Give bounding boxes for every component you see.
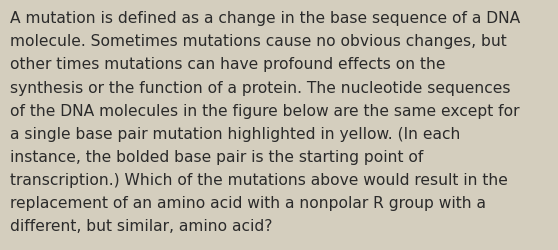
Text: instance, the bolded base pair is the starting point of: instance, the bolded base pair is the st… — [10, 149, 424, 164]
Text: A mutation is defined as a change in the base sequence of a DNA: A mutation is defined as a change in the… — [10, 11, 520, 26]
Text: other times mutations can have profound effects on the: other times mutations can have profound … — [10, 57, 445, 72]
Text: synthesis or the function of a protein. The nucleotide sequences: synthesis or the function of a protein. … — [10, 80, 511, 95]
Text: different, but similar, amino acid?: different, but similar, amino acid? — [10, 218, 272, 233]
Text: replacement of an amino acid with a nonpolar R group with a: replacement of an amino acid with a nonp… — [10, 195, 486, 210]
Text: a single base pair mutation highlighted in yellow. (In each: a single base pair mutation highlighted … — [10, 126, 460, 141]
Text: molecule. Sometimes mutations cause no obvious changes, but: molecule. Sometimes mutations cause no o… — [10, 34, 507, 49]
Text: of the DNA molecules in the figure below are the same except for: of the DNA molecules in the figure below… — [10, 103, 519, 118]
Text: transcription.) Which of the mutations above would result in the: transcription.) Which of the mutations a… — [10, 172, 508, 187]
